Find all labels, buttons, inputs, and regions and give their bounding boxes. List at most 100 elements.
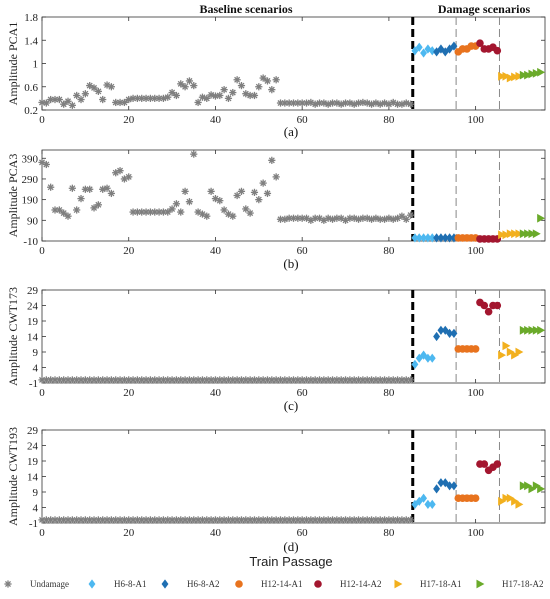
y-tick-label: 29 [27,285,39,297]
y-axis-label: Amplitude CWT173 [6,287,20,386]
data-point [411,359,419,369]
data-point [255,196,263,204]
data-point [194,516,202,524]
data-point [68,101,76,109]
data-point [532,325,541,335]
data-point [246,209,254,217]
axes-frame [41,16,546,111]
data-point [471,345,480,353]
x-tick-label: 20 [123,114,135,126]
data-point [94,87,102,95]
x-tick-label: 40 [210,114,222,126]
series-h12-14-a2 [476,298,502,316]
legend-marker [161,579,169,589]
y-tick-label: 4 [33,363,39,375]
data-point [120,98,128,107]
x-tick-label: 0 [39,245,45,257]
y-tick-label: 0.2 [24,105,38,117]
data-point [116,167,124,175]
data-point [393,376,402,384]
data-point [203,212,211,220]
data-point [177,208,185,216]
data-point [168,205,176,213]
data-point [298,516,306,524]
data-point [172,376,181,384]
data-point [484,307,493,316]
data-point [90,204,98,212]
legend-label: H17-18-A1 [420,579,462,589]
data-point [77,195,85,203]
x-tick-label: 80 [383,114,395,126]
panel-tag: (a) [284,124,298,139]
legend-label: H6-8-A2 [187,579,220,589]
data-point [411,499,419,509]
data-point [255,376,263,384]
data-point [125,173,133,181]
data-point [528,229,537,239]
panel-2: -10 90 190 290 390 0 20 40 60 80 100 Amplitude PCA3… [6,149,546,271]
data-point [506,229,515,239]
data-point [446,328,454,338]
series-h12-14-a1 [454,345,480,353]
legend-item-h12-14-a1: H12-14-A1 [235,579,303,589]
data-point [324,214,332,222]
x-tick-label: 100 [467,387,484,399]
data-point [420,493,428,503]
data-point [181,516,189,524]
data-point [502,230,511,240]
data-point [406,211,415,219]
data-point [420,48,428,58]
data-point [480,301,489,310]
panel-tag: (c) [284,398,298,413]
panel-1: 0.2 0.6 1 1.4 1.8 0 20 40 60 80 100 Amplitude PCA1 (… [6,12,546,139]
x-tick-label: 20 [123,527,135,539]
data-point [68,184,76,192]
data-point [450,328,458,338]
data-point [190,81,198,90]
y-tick-label: 29 [27,425,39,437]
data-point [437,233,445,243]
data-point [428,499,436,509]
data-point [81,90,89,98]
data-point [515,347,524,357]
data-point [233,76,241,84]
series-h6-8-a2 [433,41,458,57]
y-tick-label: 9 [33,347,39,359]
x-tick-label: 100 [467,245,484,257]
data-point [259,179,267,187]
y-tick-label: 1.8 [24,12,38,24]
series-h17-18-a1 [498,341,524,360]
data-point [55,206,63,214]
data-point [441,325,449,335]
data-point [64,212,72,220]
data-point [433,331,441,342]
data-point [406,376,415,384]
data-point [237,376,246,384]
data-point [224,376,233,384]
data-point [281,215,289,223]
y-axis-label: Amplitude PCA3 [6,154,20,238]
data-point [493,301,502,310]
data-point [519,229,528,239]
data-point [142,208,150,216]
data-point [537,484,546,494]
data-point [498,496,507,506]
data-point [528,484,537,494]
data-point [142,376,150,384]
data-point [51,376,59,384]
data-point [506,493,515,503]
data-point [73,91,81,100]
data-point [532,229,541,239]
axes-frame [41,289,546,384]
series-h6-8-a2 [433,478,458,494]
legend-label: H12-14-A1 [261,579,303,589]
x-tick-label: 100 [467,114,484,126]
series-undamage [38,516,415,524]
data-point [207,187,215,195]
data-point [220,376,228,384]
axes-frame [41,429,546,524]
data-point [498,350,507,360]
y-tick-label: 90 [27,215,39,227]
damage-scenarios-header: Damage scenarios [438,2,531,16]
data-point [211,376,220,384]
